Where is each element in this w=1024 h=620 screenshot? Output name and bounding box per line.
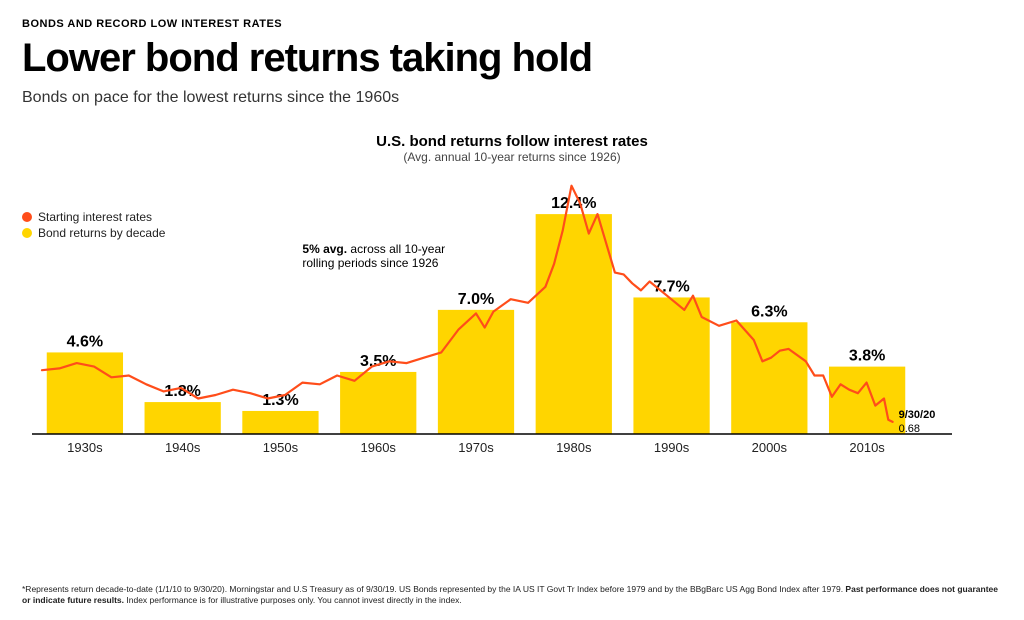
footnote-tail: Index performance is for illustrative pu… bbox=[124, 595, 462, 605]
bar bbox=[731, 322, 807, 434]
bar-label: 7.0% bbox=[458, 291, 494, 308]
subhead: Bonds on pace for the lowest returns sin… bbox=[22, 89, 1002, 107]
bar bbox=[145, 402, 221, 434]
legend-line-dot bbox=[22, 212, 32, 222]
headline: Lower bond returns taking hold bbox=[22, 36, 1002, 81]
chart-title: U.S. bond returns follow interest rates bbox=[22, 133, 1002, 150]
bond-chart: 4.6%1930s1.8%1940s1.3%1950s3.5%1960s7.0%… bbox=[32, 168, 992, 488]
bar-label: 3.8% bbox=[849, 348, 885, 365]
eyebrow: BONDS AND RECORD LOW INTEREST RATES bbox=[22, 18, 1002, 30]
avg-annotation-line1: 5% avg. across all 10-year bbox=[302, 242, 445, 256]
bar bbox=[340, 372, 416, 434]
footnote: *Represents return decade-to-date (1/1/1… bbox=[22, 584, 1002, 606]
bar-label: 1.3% bbox=[262, 392, 298, 409]
end-value-label: 0.68 bbox=[899, 423, 920, 435]
x-tick-label: 2000s bbox=[752, 440, 788, 455]
bar bbox=[242, 411, 318, 434]
x-tick-label: 1940s bbox=[165, 440, 201, 455]
x-tick-label: 1970s bbox=[458, 440, 494, 455]
avg-annotation-line2: rolling periods since 1926 bbox=[302, 256, 438, 270]
footnote-main: *Represents return decade-to-date (1/1/1… bbox=[22, 584, 845, 594]
end-date-label: 9/30/20 bbox=[899, 409, 936, 421]
bar bbox=[438, 310, 514, 434]
bar bbox=[829, 367, 905, 434]
x-tick-label: 1990s bbox=[654, 440, 690, 455]
x-tick-label: 1950s bbox=[263, 440, 299, 455]
bar bbox=[536, 214, 612, 434]
bar-label: 6.3% bbox=[751, 303, 787, 320]
x-tick-label: 1930s bbox=[67, 440, 103, 455]
x-tick-label: 1960s bbox=[361, 440, 397, 455]
bar-label: 7.7% bbox=[653, 278, 689, 295]
chart-title-sub: (Avg. annual 10-year returns since 1926) bbox=[22, 150, 1002, 164]
bar-label: 12.4% bbox=[551, 195, 596, 212]
x-tick-label: 2010s bbox=[849, 440, 885, 455]
x-tick-label: 1980s bbox=[556, 440, 592, 455]
chart-wrap: 4.6%1930s1.8%1940s1.3%1950s3.5%1960s7.0%… bbox=[32, 168, 992, 488]
legend-bar-dot bbox=[22, 228, 32, 238]
bar-label: 4.6% bbox=[67, 333, 103, 350]
bar bbox=[633, 297, 709, 434]
chart-header: U.S. bond returns follow interest rates … bbox=[22, 133, 1002, 164]
